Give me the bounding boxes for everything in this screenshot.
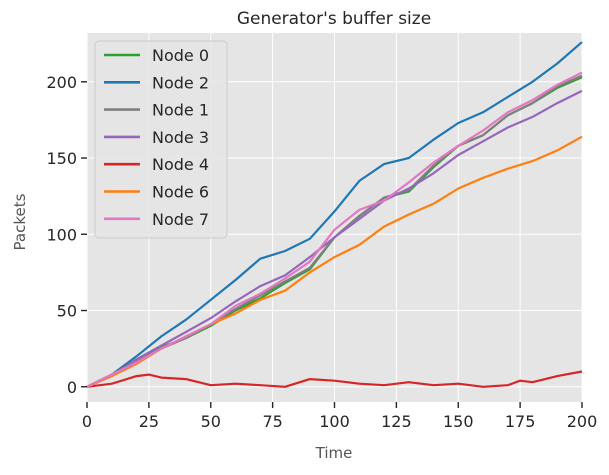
x-tick-label: 75 bbox=[262, 412, 282, 431]
legend: Node 0 Node 2 Node 1 Node 3 Node 4 Node 6 Node… bbox=[94, 40, 228, 239]
y-tick-label: 0 bbox=[67, 378, 77, 397]
series-line-node-3 bbox=[86, 89, 583, 388]
y-tick-label: 50 bbox=[57, 302, 77, 321]
tick-layer: 0 25 50 75 100 125 150 175 200 0 50 100 150 200 bbox=[46, 73, 597, 431]
y-axis-label: Packets bbox=[11, 193, 29, 250]
x-axis-label: Time bbox=[315, 444, 353, 462]
x-tick-label: 175 bbox=[505, 412, 536, 431]
legend-label: Node 2 bbox=[152, 73, 209, 92]
y-tick-label: 150 bbox=[46, 149, 77, 168]
legend-box bbox=[94, 40, 228, 239]
legend-label: Node 1 bbox=[152, 101, 209, 120]
x-tick-label: 25 bbox=[139, 412, 159, 431]
series-line-node-4 bbox=[86, 370, 583, 388]
x-tick-label: 0 bbox=[82, 412, 92, 431]
series-line-node-2 bbox=[86, 41, 583, 388]
legend-items: Node 0 Node 2 Node 1 Node 3 Node 4 Node 6 Node… bbox=[104, 46, 209, 229]
x-tick-label: 200 bbox=[567, 412, 598, 431]
legend-label: Node 3 bbox=[152, 128, 209, 147]
legend-label: Node 7 bbox=[152, 210, 209, 229]
legend-label: Node 4 bbox=[152, 155, 209, 174]
series-layer bbox=[86, 41, 583, 388]
y-tick-label: 100 bbox=[46, 225, 77, 244]
y-tick-label: 200 bbox=[46, 73, 77, 92]
x-tick-label: 150 bbox=[443, 412, 474, 431]
legend-label: Node 0 bbox=[152, 46, 209, 65]
x-tick-label: 100 bbox=[319, 412, 350, 431]
x-tick-label: 125 bbox=[381, 412, 412, 431]
series-line-node-7 bbox=[86, 71, 583, 388]
x-tick-label: 50 bbox=[201, 412, 221, 431]
legend-label: Node 6 bbox=[152, 183, 209, 202]
chart-title: Generator's buffer size bbox=[237, 9, 431, 29]
